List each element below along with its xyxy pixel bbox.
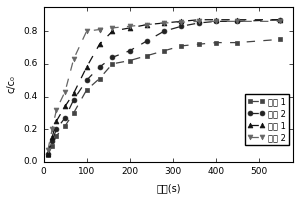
实例 1 [180, 45, 183, 47]
对比 2 [85, 30, 88, 32]
Y-axis label: c/c₀: c/c₀ [7, 75, 17, 93]
对比 1 [63, 105, 67, 108]
对比 2 [279, 20, 282, 23]
对比 1 [279, 19, 282, 21]
实例 2 [180, 25, 183, 27]
实例 1 [236, 41, 239, 44]
实例 2 [236, 20, 239, 23]
实例 2 [197, 22, 200, 24]
对比 2 [236, 20, 239, 23]
实例 1 [279, 38, 282, 41]
Line: 实例 1: 实例 1 [45, 37, 283, 158]
实例 1 [197, 43, 200, 45]
实例 1 [145, 54, 149, 57]
对比 2 [46, 149, 50, 152]
实例 1 [55, 134, 58, 137]
实例 2 [162, 30, 166, 32]
实例 2 [46, 152, 50, 155]
X-axis label: 时间(s): 时间(s) [156, 183, 181, 193]
实例 2 [98, 66, 101, 68]
对比 1 [162, 22, 166, 24]
对比 1 [72, 92, 76, 94]
实例 1 [111, 63, 114, 65]
实例 1 [214, 41, 217, 44]
对比 1 [98, 43, 101, 45]
对比 2 [111, 27, 114, 29]
实例 2 [50, 139, 54, 142]
Line: 对比 1: 对比 1 [45, 17, 283, 156]
对比 2 [98, 28, 101, 31]
Line: 对比 2: 对比 2 [45, 19, 283, 153]
对比 2 [145, 23, 149, 26]
对比 2 [63, 90, 67, 93]
对比 2 [214, 20, 217, 23]
对比 1 [214, 19, 217, 21]
对比 2 [72, 58, 76, 60]
实例 2 [279, 19, 282, 21]
对比 1 [145, 23, 149, 26]
实例 1 [50, 144, 54, 147]
实例 1 [98, 77, 101, 80]
对比 2 [197, 20, 200, 23]
对比 1 [46, 152, 50, 155]
对比 1 [197, 19, 200, 21]
对比 2 [50, 128, 54, 130]
实例 2 [55, 128, 58, 130]
实例 2 [72, 99, 76, 101]
实例 2 [128, 50, 131, 52]
对比 1 [111, 30, 114, 32]
实例 2 [111, 56, 114, 59]
实例 1 [72, 112, 76, 114]
实例 2 [214, 20, 217, 23]
对比 1 [85, 66, 88, 68]
Legend: 实例 1, 实例 2, 对比 1, 对比 2: 实例 1, 实例 2, 对比 1, 对比 2 [244, 94, 289, 145]
对比 2 [162, 22, 166, 24]
对比 1 [236, 19, 239, 21]
对比 1 [128, 27, 131, 29]
对比 2 [180, 21, 183, 23]
实例 1 [162, 50, 166, 52]
对比 2 [98, 28, 101, 31]
对比 1 [50, 136, 54, 139]
实例 2 [85, 79, 88, 81]
对比 1 [180, 20, 183, 23]
Line: 实例 2: 实例 2 [45, 17, 283, 156]
对比 2 [128, 25, 131, 27]
实例 1 [46, 154, 50, 157]
对比 1 [55, 120, 58, 122]
实例 1 [128, 59, 131, 62]
实例 2 [63, 117, 67, 119]
实例 2 [145, 40, 149, 42]
实例 1 [63, 125, 67, 127]
对比 2 [55, 108, 58, 111]
实例 1 [85, 89, 88, 91]
